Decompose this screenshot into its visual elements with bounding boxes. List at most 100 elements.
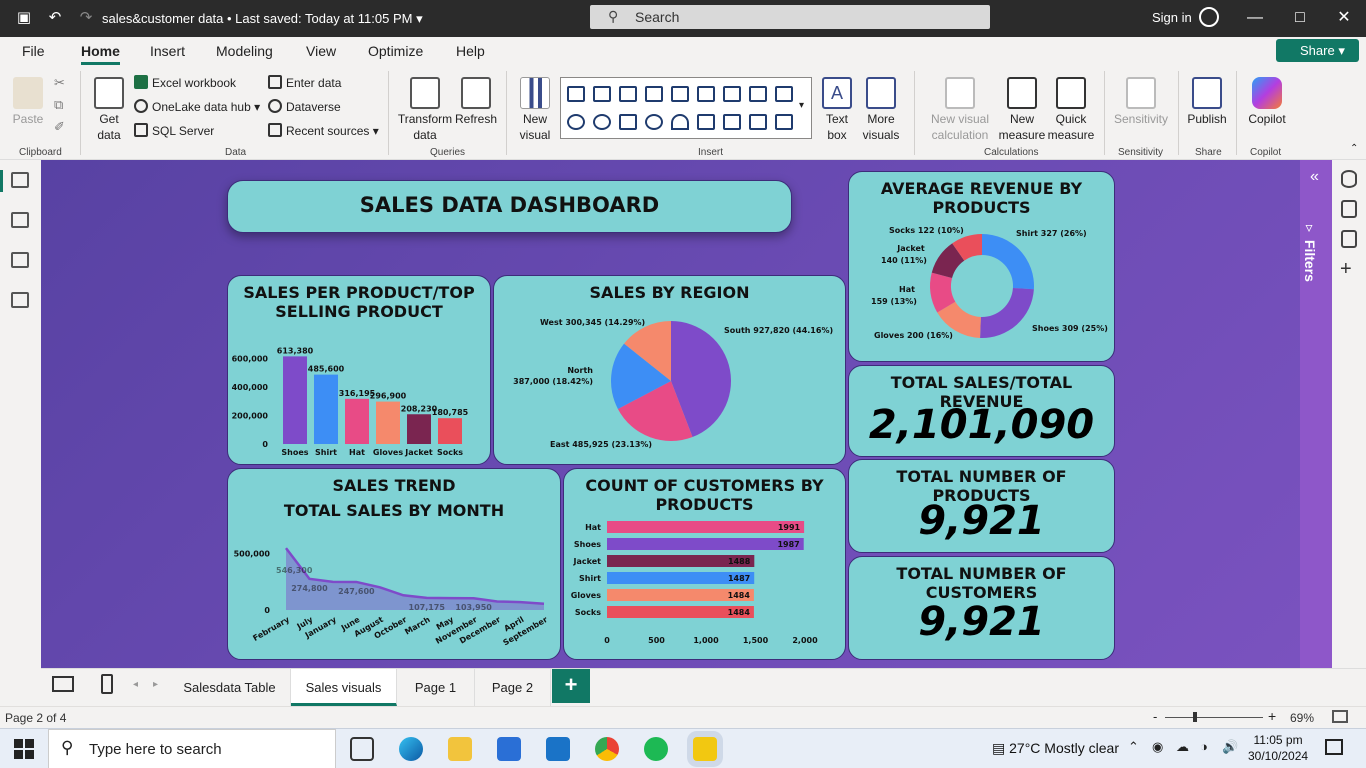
treemap-icon[interactable] <box>619 114 637 130</box>
collapse-filters-icon[interactable]: « <box>1310 168 1319 185</box>
windows-start-button[interactable] <box>14 739 34 759</box>
tab-help[interactable]: Help <box>456 43 485 59</box>
save-icon[interactable]: ▣ <box>16 9 32 26</box>
dax-query-view-icon[interactable] <box>11 292 29 308</box>
tab-insert[interactable]: Insert <box>150 43 186 59</box>
tray-overflow-icon[interactable]: ⌃ <box>1128 739 1139 754</box>
sales-by-region-card[interactable]: SALES BY REGION South 927,820 (44.16%) Ea… <box>493 275 846 465</box>
100-percent-column-icon[interactable] <box>671 86 689 102</box>
line-chart-icon[interactable] <box>723 86 741 102</box>
zoom-out-button[interactable]: - <box>1153 709 1158 724</box>
power-bi-icon[interactable] <box>693 737 717 761</box>
fit-to-page-icon[interactable] <box>1332 710 1348 723</box>
volume-icon[interactable]: 🔊 <box>1222 739 1239 754</box>
report-view-icon[interactable] <box>11 172 29 188</box>
stacked-column-icon[interactable] <box>645 86 663 102</box>
table-visual-icon[interactable] <box>749 114 767 130</box>
dashboard-title-card[interactable]: SALES DATA DASHBOARD <box>227 180 792 233</box>
sales-trend-card[interactable]: SALES TREND TOTAL SALES BY MONTH 0 500,00… <box>227 468 561 660</box>
multi-row-card-icon[interactable] <box>723 114 741 130</box>
account-icon[interactable] <box>1199 7 1219 27</box>
model-view-icon[interactable] <box>11 252 29 268</box>
transform-data-button[interactable]: Transform data <box>396 77 454 143</box>
page-tab-page-1[interactable]: Page 1 <box>397 669 475 706</box>
donut-chart-icon[interactable] <box>593 114 611 130</box>
page-tab-salesdata-table[interactable]: Salesdata Table <box>169 669 291 706</box>
copilot-button[interactable]: Copilot <box>1242 77 1292 127</box>
visuals-gallery[interactable]: ▾ <box>560 77 812 139</box>
text-box-button[interactable]: A Text box <box>818 77 856 143</box>
more-visuals-button[interactable]: More visuals <box>858 77 904 143</box>
table-view-icon[interactable] <box>11 212 29 228</box>
weather-widget[interactable]: ▤ 27°C Mostly clear <box>992 740 1119 756</box>
search-input[interactable]: ⚲ Search <box>590 5 990 29</box>
new-visual-calculation-button[interactable]: New visual calculation <box>926 77 994 143</box>
scroll-right-icon[interactable]: ▸ <box>153 679 159 690</box>
total-sales-card[interactable]: TOTAL SALES/TOTAL REVENUE 2,101,090 <box>848 365 1115 457</box>
share-button[interactable]: Share ▾ <box>1276 39 1359 62</box>
gallery-expand-icon[interactable]: ▾ <box>799 100 805 111</box>
desktop-layout-icon[interactable] <box>52 676 74 692</box>
tab-home[interactable]: Home <box>81 43 120 65</box>
clustered-column-icon[interactable] <box>593 86 611 102</box>
scroll-left-icon[interactable]: ◂ <box>133 679 139 690</box>
onelake-data-hub-button[interactable]: OneLake data hub ▾ <box>134 99 260 114</box>
file-explorer-icon[interactable] <box>448 737 472 761</box>
clock[interactable]: 11:05 pm 30/10/2024 <box>1248 732 1308 764</box>
zoom-slider[interactable] <box>1165 717 1263 718</box>
report-canvas[interactable]: SALES DATA DASHBOARD SALES PER PRODUCT/T… <box>41 160 1300 668</box>
close-button[interactable]: ✕ <box>1337 9 1351 26</box>
edge-icon[interactable] <box>399 737 423 761</box>
spotify-icon[interactable] <box>644 737 668 761</box>
tab-file[interactable]: File <box>22 43 45 59</box>
recent-sources-button[interactable]: Recent sources ▾ <box>268 123 379 138</box>
tab-view[interactable]: View <box>306 43 337 59</box>
publish-button[interactable]: Publish <box>1184 77 1230 127</box>
task-view-icon[interactable] <box>350 737 374 761</box>
taskbar-search-input[interactable]: ⚲ Type here to search <box>48 729 336 768</box>
excel-workbook-button[interactable]: Excel workbook <box>134 75 236 90</box>
mobile-layout-icon[interactable] <box>101 674 113 694</box>
new-visual-button[interactable]: New visual <box>514 77 556 143</box>
data-pane-icon[interactable] <box>1341 170 1357 188</box>
filters-label[interactable]: ▿ Filters <box>1302 220 1318 282</box>
format-painter-icon[interactable]: ✐ <box>54 119 65 134</box>
zoom-slider-thumb[interactable] <box>1193 712 1197 722</box>
zoom-level[interactable]: 69% <box>1290 711 1315 725</box>
add-page-button[interactable]: + <box>552 669 590 703</box>
network-status-icon[interactable]: ☁ <box>1176 739 1189 754</box>
map-icon[interactable] <box>645 114 663 130</box>
document-title[interactable]: sales&customer data • Last saved: Today … <box>102 11 423 26</box>
get-data-button[interactable]: Get data <box>88 77 130 143</box>
format-visual-icon[interactable] <box>1341 230 1357 248</box>
page-tab-page-2[interactable]: Page 2 <box>475 669 551 706</box>
quick-measure-button[interactable]: Quick measure <box>1046 77 1096 143</box>
page-tab-sales-visuals[interactable]: Sales visuals <box>291 669 397 706</box>
ribbon-chart-icon[interactable] <box>697 86 715 102</box>
notifications-icon[interactable] <box>1325 739 1343 755</box>
stacked-bar-icon[interactable] <box>567 86 585 102</box>
area-chart-icon[interactable] <box>749 86 767 102</box>
collapse-ribbon-icon[interactable]: ⌃ <box>1350 143 1359 154</box>
microsoft-store-icon[interactable] <box>497 737 521 761</box>
pie-chart-icon[interactable] <box>567 114 585 130</box>
build-visual-icon[interactable] <box>1341 200 1357 218</box>
sales-per-product-card[interactable]: SALES PER PRODUCT/TOP SELLING PRODUCT 0 2… <box>227 275 491 465</box>
sign-in-button[interactable]: Sign in <box>1152 10 1192 25</box>
tray-app-icon[interactable]: ◉ <box>1152 739 1164 754</box>
undo-icon[interactable]: ↶ <box>48 9 62 26</box>
avg-revenue-card[interactable]: AVERAGE REVENUE BY PRODUCTS Shirt 327 (2… <box>848 171 1115 362</box>
tab-optimize[interactable]: Optimize <box>368 43 424 59</box>
minimize-button[interactable]: — <box>1247 9 1263 26</box>
copy-icon[interactable]: ⧉ <box>54 97 64 112</box>
sql-server-button[interactable]: SQL Server <box>134 123 214 138</box>
matrix-icon[interactable] <box>775 114 793 130</box>
zoom-in-button[interactable]: + <box>1268 708 1277 724</box>
tab-modeling[interactable]: Modeling <box>216 43 273 59</box>
filters-pane[interactable]: « ▿ Filters <box>1300 160 1332 668</box>
mail-icon[interactable] <box>546 737 570 761</box>
paste-button[interactable]: Paste <box>10 77 46 127</box>
gauge-icon[interactable] <box>671 114 689 130</box>
language-icon[interactable]: ◑ <box>1200 739 1208 754</box>
dataverse-button[interactable]: Dataverse <box>268 99 341 114</box>
